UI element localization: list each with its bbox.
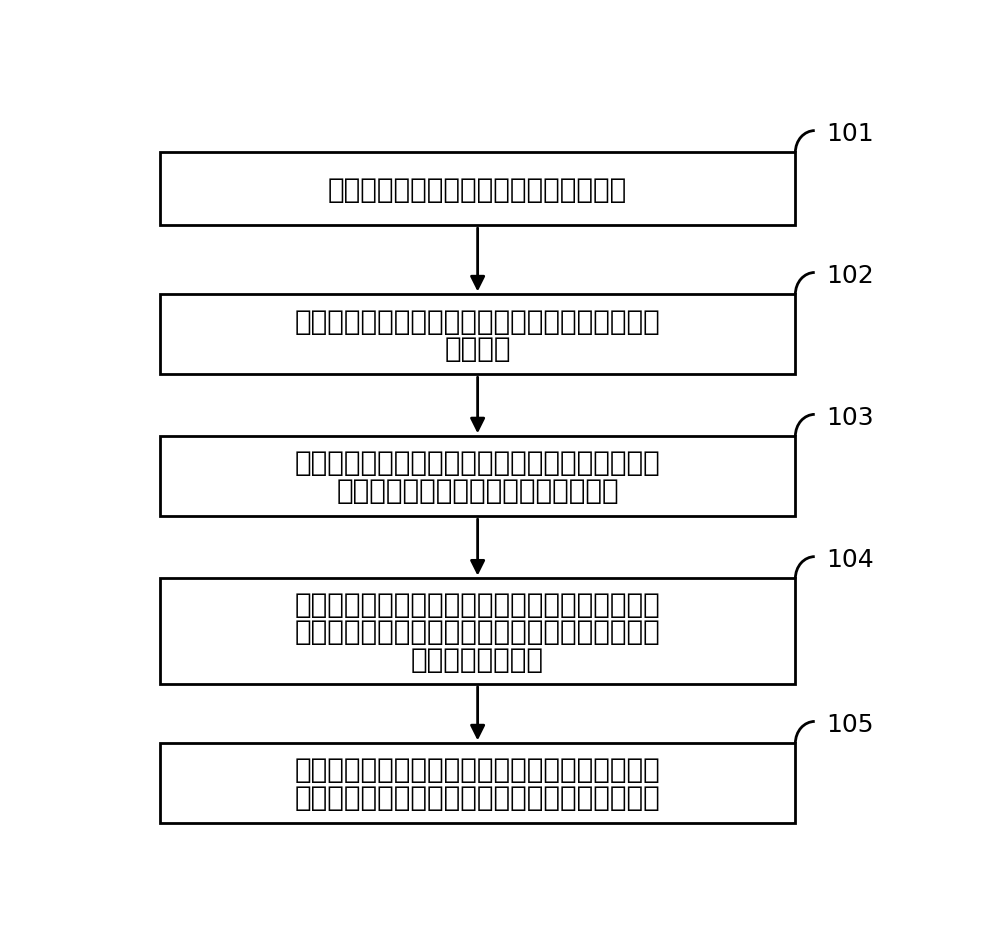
Text: 合中更新列的值，为目的更新语句的条件列和更新: 合中更新列的值，为目的更新语句的条件列和更新 [295,617,660,646]
Text: 根据所有源更新操作的条件列信息集合和更新列信: 根据所有源更新操作的条件列信息集合和更新列信 [295,449,660,477]
Text: 101: 101 [826,122,874,146]
Bar [160,153,795,226]
Text: 103: 103 [826,406,874,430]
Text: 105: 105 [826,712,874,736]
Text: 据库，使用绑定数据行中的值批量更新目的数据库: 据库，使用绑定数据行中的值批量更新目的数据库 [295,784,660,811]
Text: 102: 102 [826,263,874,288]
Text: 息集合，生成用于同步的目的更新语句: 息集合，生成用于同步的目的更新语句 [336,477,619,504]
Bar [160,744,795,823]
Text: 104: 104 [826,548,874,571]
Text: 将目的更新语句作为目的更新操作提交至目的端数: 将目的更新语句作为目的更新操作提交至目的端数 [295,755,660,784]
Text: 信息集合: 信息集合 [444,335,511,362]
Bar [160,437,795,516]
Bar [160,579,795,684]
Text: 获取源端数据库中需要同步的源更新操作: 获取源端数据库中需要同步的源更新操作 [328,176,627,204]
Text: 按照条件列信息集合中条件列的值和更新列信息集: 按照条件列信息集合中条件列的值和更新列信息集 [295,590,660,618]
Text: 获取每个源更新操作中的条件列信息集合和更新列: 获取每个源更新操作中的条件列信息集合和更新列 [295,307,660,335]
Bar [160,295,795,375]
Text: 列生成绑定数据行: 列生成绑定数据行 [411,645,544,673]
